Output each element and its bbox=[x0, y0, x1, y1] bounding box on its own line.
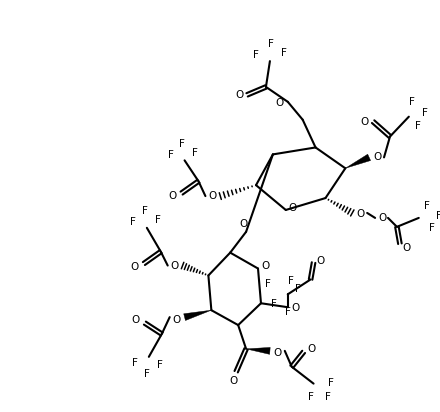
Text: O: O bbox=[132, 315, 140, 325]
Text: F: F bbox=[155, 215, 161, 225]
Text: O: O bbox=[276, 98, 284, 108]
Text: F: F bbox=[422, 108, 428, 118]
Text: O: O bbox=[229, 376, 237, 386]
Text: F: F bbox=[429, 223, 435, 233]
Text: F: F bbox=[144, 369, 150, 379]
Text: F: F bbox=[281, 48, 287, 58]
Text: F: F bbox=[325, 391, 330, 402]
Text: O: O bbox=[208, 191, 216, 201]
Text: F: F bbox=[271, 299, 277, 309]
Text: O: O bbox=[403, 243, 411, 253]
Text: F: F bbox=[157, 360, 163, 370]
Text: F: F bbox=[329, 378, 334, 388]
Text: O: O bbox=[373, 152, 381, 162]
Text: O: O bbox=[292, 303, 300, 313]
Text: F: F bbox=[253, 50, 259, 60]
Text: F: F bbox=[436, 211, 440, 221]
Text: F: F bbox=[295, 284, 301, 294]
Text: O: O bbox=[171, 260, 179, 271]
Text: O: O bbox=[308, 344, 316, 354]
Text: F: F bbox=[179, 140, 184, 150]
Text: O: O bbox=[239, 219, 247, 229]
Text: F: F bbox=[288, 276, 293, 286]
Text: F: F bbox=[168, 150, 174, 160]
Text: F: F bbox=[191, 148, 198, 158]
Text: O: O bbox=[131, 262, 139, 272]
Text: O: O bbox=[169, 191, 177, 201]
Polygon shape bbox=[184, 310, 211, 321]
Text: O: O bbox=[316, 255, 325, 266]
Text: O: O bbox=[289, 203, 297, 213]
Text: O: O bbox=[274, 348, 282, 358]
Text: F: F bbox=[424, 201, 429, 211]
Text: O: O bbox=[235, 90, 243, 100]
Polygon shape bbox=[345, 154, 370, 168]
Text: O: O bbox=[356, 209, 364, 219]
Text: O: O bbox=[360, 117, 368, 126]
Text: F: F bbox=[132, 358, 138, 368]
Text: O: O bbox=[378, 213, 386, 223]
Text: F: F bbox=[308, 391, 314, 402]
Text: F: F bbox=[142, 206, 148, 216]
Text: F: F bbox=[265, 279, 271, 289]
Polygon shape bbox=[246, 347, 270, 354]
Text: O: O bbox=[262, 260, 270, 271]
Text: F: F bbox=[409, 97, 415, 107]
Text: F: F bbox=[285, 307, 291, 317]
Text: F: F bbox=[415, 121, 421, 131]
Text: F: F bbox=[130, 217, 136, 227]
Text: O: O bbox=[172, 315, 181, 325]
Text: F: F bbox=[268, 39, 274, 49]
